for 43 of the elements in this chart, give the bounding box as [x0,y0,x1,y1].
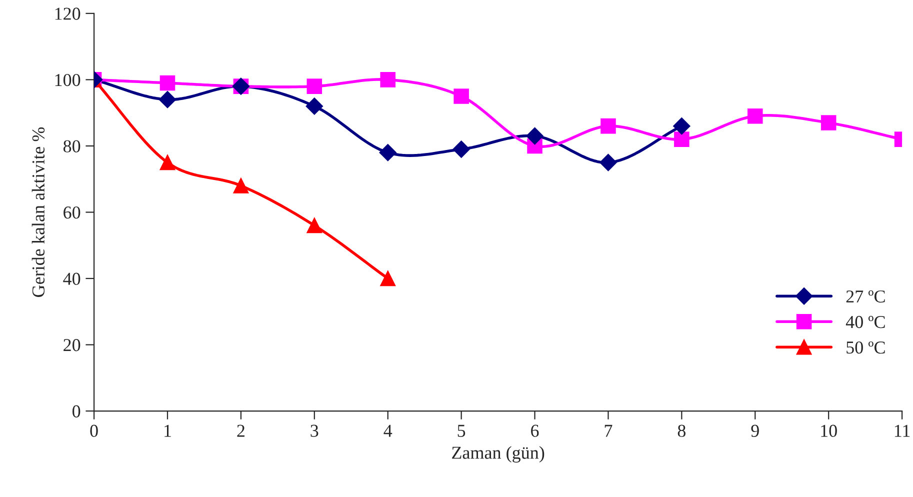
x-tick-label: 1 [164,424,171,437]
legend-label: 40 ºC [846,316,885,328]
x-tick-label: 4 [384,424,392,437]
y-tick-label: 60 [64,206,80,219]
point [306,78,322,94]
point [454,88,469,104]
point [600,154,617,172]
x-axis-title: Zaman (gün) [452,446,544,463]
point [160,75,176,91]
point [452,140,470,158]
point [380,270,396,286]
y-tick-label: 80 [63,140,80,152]
point [233,178,249,194]
y-tick-label: 20 [64,339,80,352]
y-tick-label: 0 [72,405,80,418]
y-tick-label: 100 [55,74,80,86]
x-tick-label: 0 [90,424,98,437]
legend-label: 50 ºC [846,341,885,354]
x-tick-label: 11 [894,424,910,437]
point [379,144,396,162]
x-tick-label: 8 [678,424,686,437]
x-tick-label: 7 [604,424,612,437]
point [306,98,323,115]
x-tick-label: 2 [237,424,244,437]
point [158,91,176,108]
x-tick-label: 6 [531,424,539,437]
point [526,127,544,145]
point [673,118,690,135]
point [380,72,396,88]
x-tick-label: 10 [821,424,837,437]
y-tick-label: 40 [63,272,80,285]
point [820,115,836,130]
point [160,154,176,170]
y-tick-label: 120 [55,8,80,20]
legend-label: 27 ºC [846,290,885,303]
point [747,108,763,124]
y-axis-title: Geride kalan aktivite % [32,127,45,297]
point [674,132,690,147]
point [306,218,322,234]
x-tick-label: 3 [310,424,318,437]
point [600,118,616,134]
x-tick-label: 9 [751,424,759,437]
x-tick-label: 5 [458,424,466,437]
